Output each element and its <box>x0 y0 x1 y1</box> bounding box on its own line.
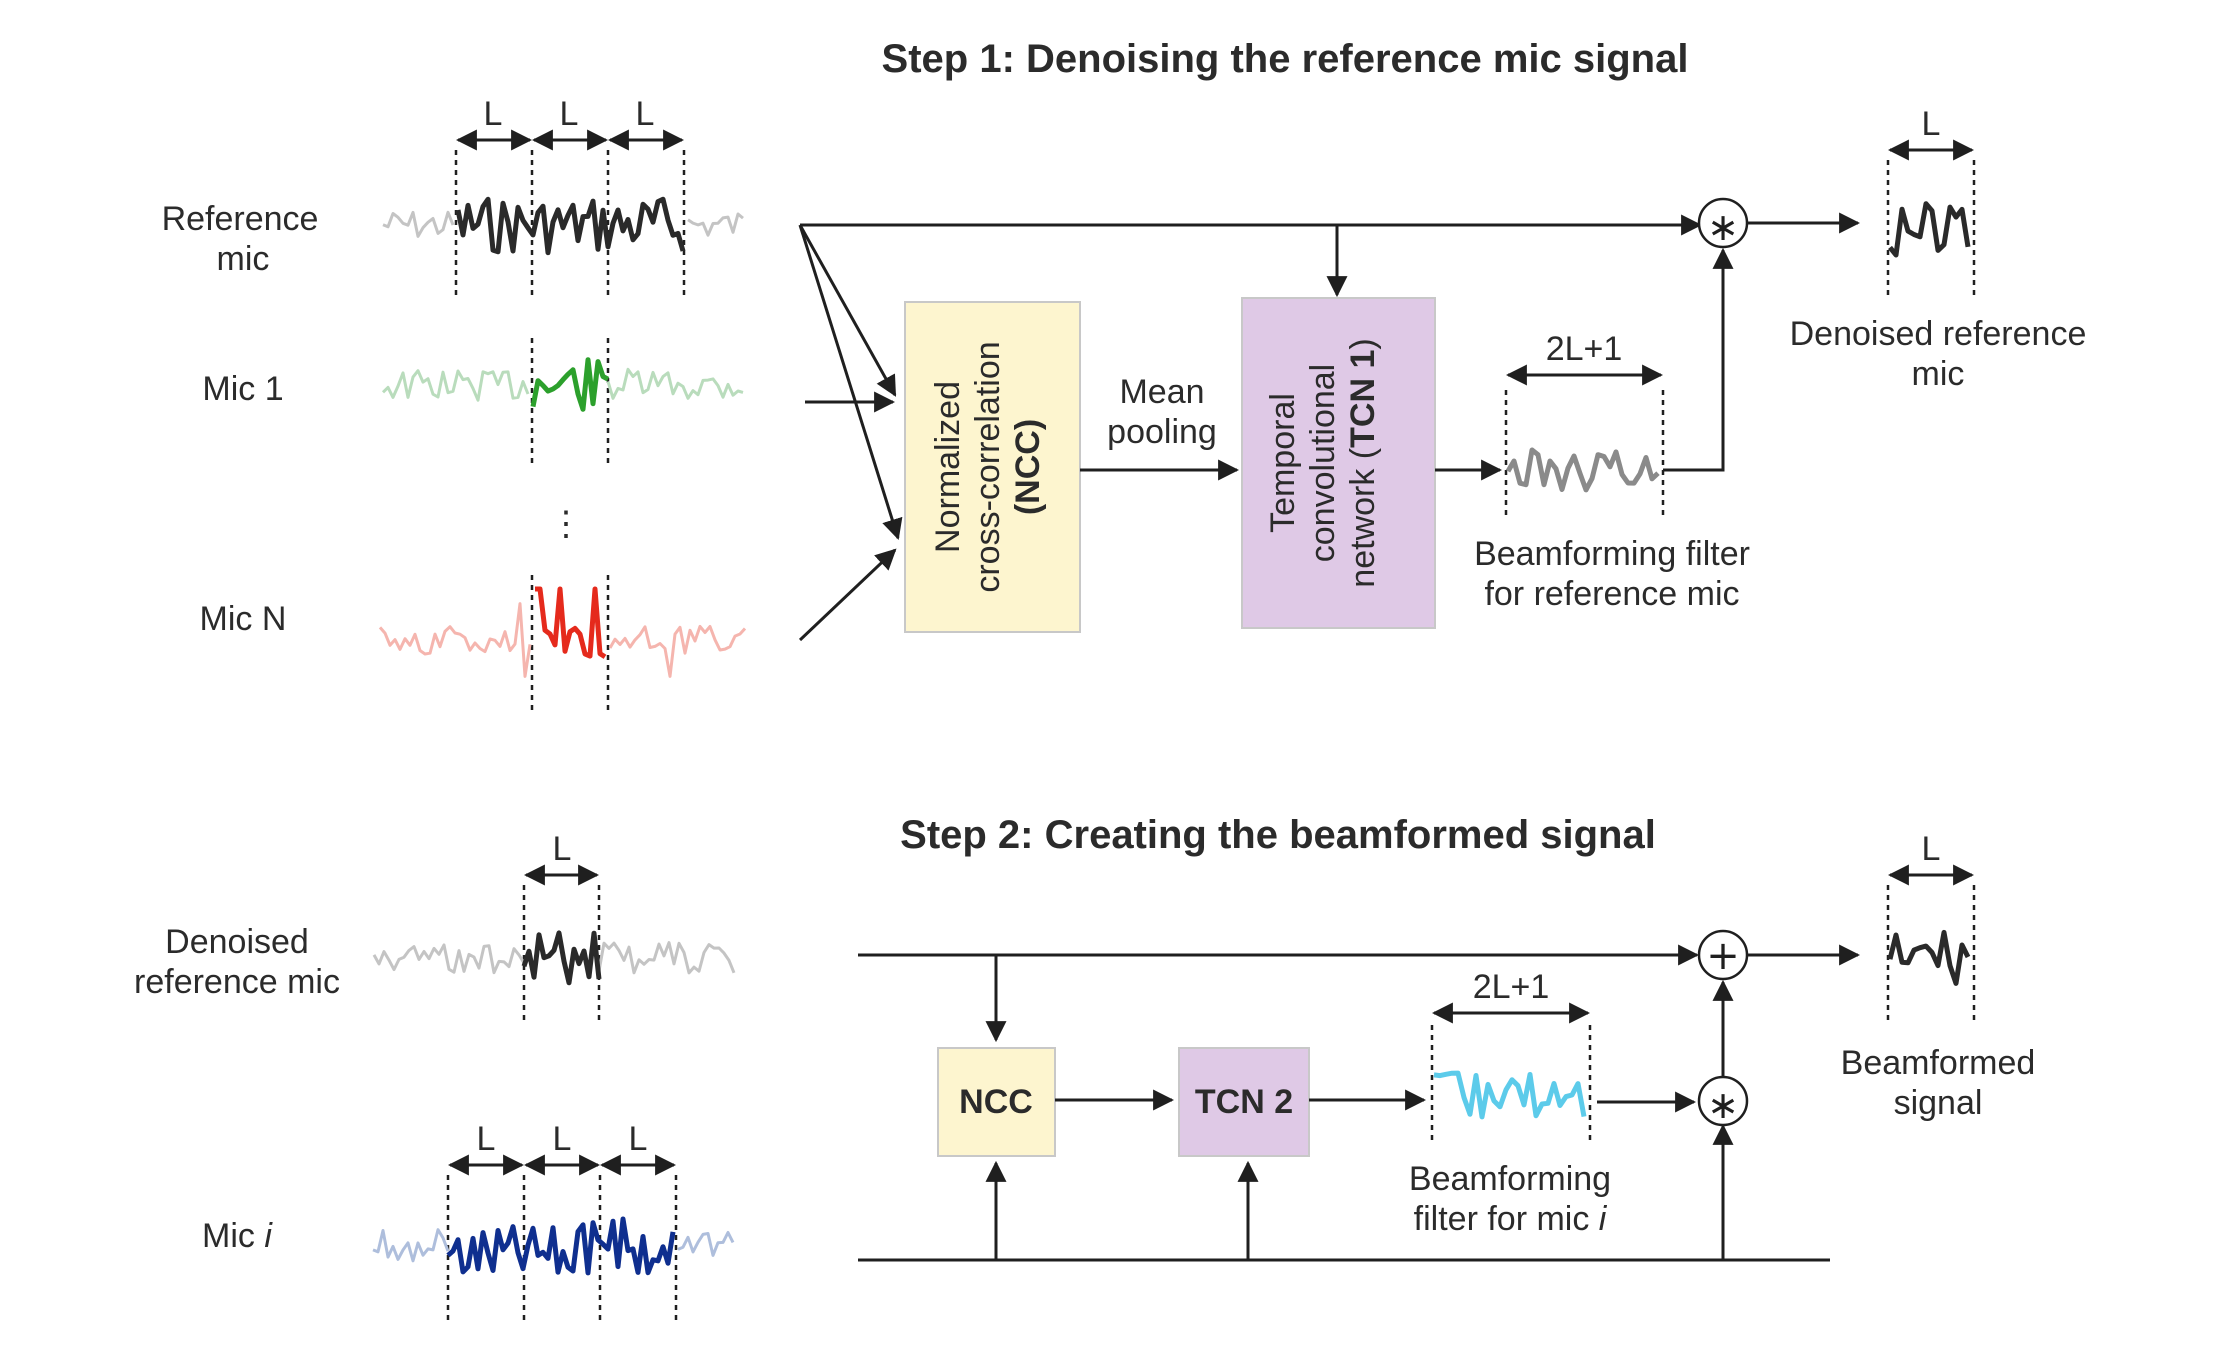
waveform-trace <box>374 945 524 973</box>
filter1-label-1: Beamforming filter <box>1474 535 1750 573</box>
filter1-waveform <box>1508 450 1658 490</box>
filter1-label-2: for reference mic <box>1484 575 1739 613</box>
waveform-trace <box>380 604 530 677</box>
waveform-trace <box>1890 204 1968 255</box>
waveform-trace <box>688 214 743 235</box>
waveform-trace <box>678 1233 733 1256</box>
sum-symbol: + <box>1706 933 1740 979</box>
output2-seg-label: L <box>1922 830 1941 868</box>
mean-pooling-label-2: pooling <box>1107 413 1217 451</box>
output1-seg-label: L <box>1922 105 1941 143</box>
waveform-trace <box>1508 450 1658 490</box>
waveform-trace <box>599 943 734 973</box>
waveform-trace <box>383 371 528 401</box>
waveform-trace <box>608 369 743 398</box>
mean-pooling-label-1: Mean <box>1119 373 1204 411</box>
mic1-label: Mic 1 <box>202 370 283 408</box>
tcn1-line-1: Temporal <box>1264 393 1302 533</box>
mic1-segment-markers <box>532 338 608 468</box>
ref-seg-label-1: L <box>484 95 503 133</box>
tcn1-line-2: convolutional <box>1304 364 1342 562</box>
filter1-width-label: 2L+1 <box>1546 330 1623 368</box>
step1-convolution-symbol: ∗ <box>1707 205 1739 249</box>
step2-convolution-symbol: ∗ <box>1707 1083 1739 1127</box>
tcn2-label: TCN 2 <box>1195 1083 1293 1121</box>
denoised-ref-label-1: Denoised <box>165 923 309 961</box>
waveform-trace <box>373 1230 448 1261</box>
beamformed-waveform <box>1890 932 1968 983</box>
output1-label-2: mic <box>1912 355 1965 393</box>
output2-label-1: Beamformed <box>1841 1044 2036 1082</box>
filter2-label-1: Beamforming <box>1409 1160 1611 1198</box>
ellipsis: ⋮ <box>549 505 583 543</box>
filter1-to-conv-arrow <box>1663 250 1723 470</box>
filter2-waveform <box>1434 1073 1584 1117</box>
denoised-reference-input-waveform <box>374 933 734 983</box>
mic1-waveform <box>383 360 743 410</box>
waveform-trace <box>535 589 605 657</box>
filter2-label-2: filter for mic i <box>1414 1200 1608 1238</box>
reference-mic-label-2: mic <box>217 240 270 278</box>
waveform-trace <box>458 199 683 253</box>
waveform-trace <box>524 933 599 983</box>
output1-label-1: Denoised reference <box>1790 315 2087 353</box>
mic-i-seg-label-2: L <box>553 1120 572 1158</box>
waveform-trace <box>448 1219 673 1273</box>
waveform-trace <box>610 626 745 676</box>
filter1-markers <box>1506 375 1663 520</box>
mic-i-waveform <box>373 1219 733 1273</box>
denoised-reference-waveform <box>1890 204 1968 255</box>
ncc-line-1: Normalized <box>929 381 967 553</box>
mic-i-label: Mic i <box>202 1217 273 1255</box>
waveform-trace <box>533 360 608 410</box>
waveform-trace <box>383 212 453 236</box>
reference-mic-waveform <box>383 199 743 253</box>
step2-title: Step 2: Creating the beamformed signal <box>900 813 1656 857</box>
denoised-ref-seg-label: L <box>553 830 572 868</box>
ncc-line-3: (NCC) <box>1009 419 1047 515</box>
waveform-trace <box>1890 932 1968 983</box>
mic-i-seg-label-1: L <box>477 1120 496 1158</box>
waveform-trace <box>1434 1073 1584 1117</box>
reference-mic-label-1: Reference <box>162 200 319 238</box>
micN-waveform <box>380 589 745 676</box>
step1-title: Step 1: Denoising the reference mic sign… <box>882 37 1689 81</box>
denoised-ref-label-2: reference mic <box>134 963 340 1001</box>
ref-seg-label-2: L <box>560 95 579 133</box>
ref-seg-label-3: L <box>636 95 655 133</box>
filter2-width-label: 2L+1 <box>1473 968 1550 1006</box>
output2-label-2: signal <box>1894 1084 1983 1122</box>
ncc2-label: NCC <box>959 1083 1033 1121</box>
micN-label: Mic N <box>200 600 287 638</box>
mic-i-seg-label-3: L <box>629 1120 648 1158</box>
tcn1-line-3: network (TCN 1) <box>1344 338 1382 587</box>
ncc-line-2: cross-correlation <box>969 341 1007 592</box>
